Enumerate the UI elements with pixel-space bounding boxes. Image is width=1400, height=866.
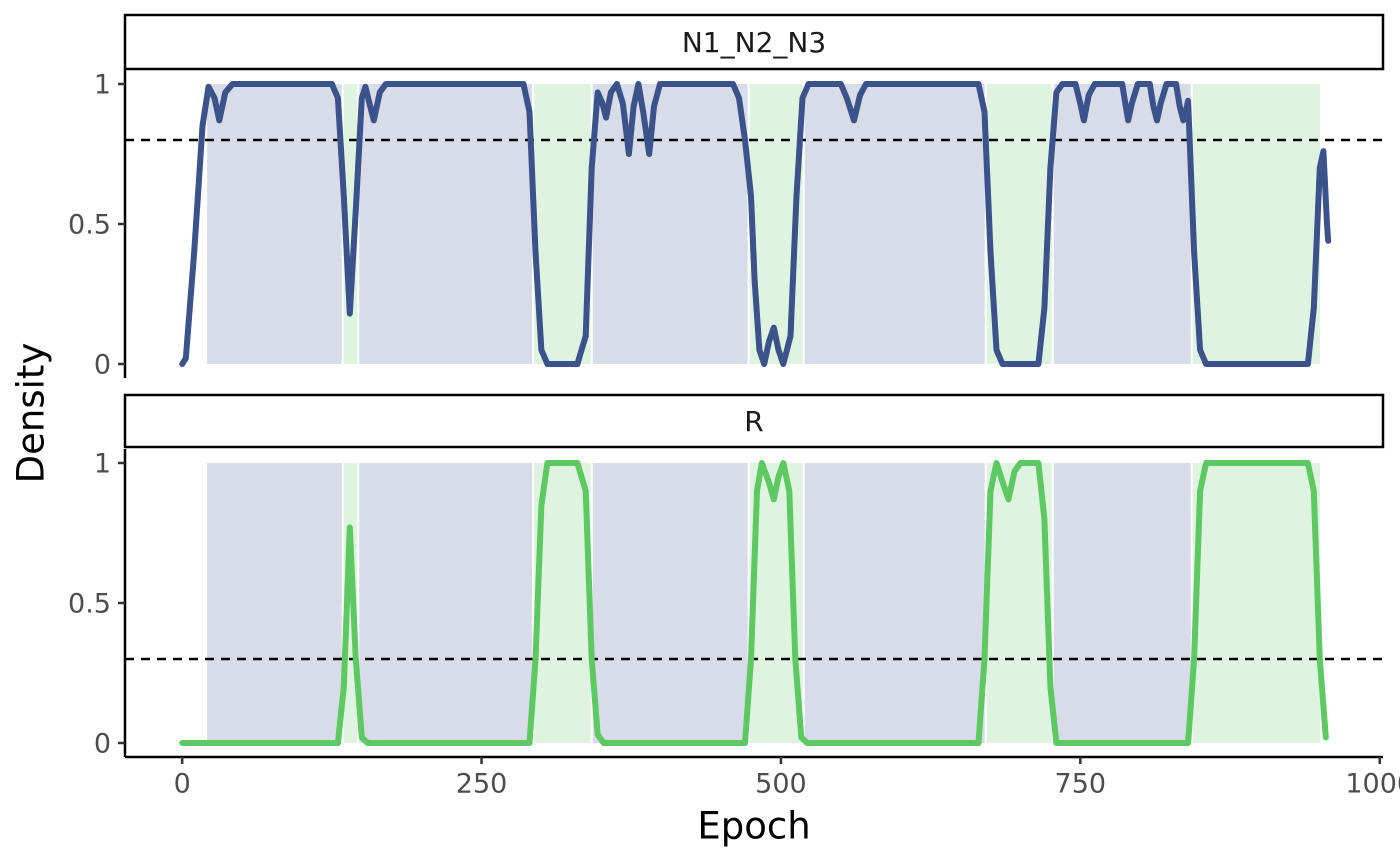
facet-strip (123, 13, 1385, 71)
y-tick-label: 1 (94, 449, 111, 480)
stage-band (1192, 84, 1321, 364)
stage-band (592, 463, 748, 743)
stage-band (359, 84, 533, 364)
y-tick-label: 1 (94, 70, 111, 101)
x-tick-label: 0 (174, 769, 191, 800)
y-tick-label: 0.5 (68, 589, 111, 620)
series-line (179, 81, 1332, 367)
stage-band (534, 84, 591, 364)
stage-band (1053, 463, 1191, 743)
stage-band (592, 84, 748, 364)
stage-band (804, 463, 985, 743)
facet-label: N1_N2_N3 (682, 26, 826, 59)
facet-strip (123, 393, 1385, 449)
y-tick-label: 0 (94, 729, 111, 760)
series-line (179, 460, 1329, 746)
x-tick-label: 750 (1055, 769, 1107, 800)
x-tick-label: 250 (456, 769, 508, 800)
stage-band (359, 463, 533, 743)
x-tick-label: 500 (755, 769, 807, 800)
stage-band (1192, 463, 1321, 743)
x-axis-title: Epoch (697, 805, 810, 848)
stage-band (207, 84, 342, 364)
y-axis-title: Density (10, 343, 53, 484)
y-tick-label: 0 (94, 350, 111, 381)
x-tick-label: 1000 (1345, 769, 1400, 800)
stage-band (1053, 84, 1191, 364)
y-tick-label: 0.5 (68, 210, 111, 241)
stage-band (804, 84, 985, 364)
stage-band (207, 463, 342, 743)
facet-label: R (744, 405, 763, 438)
